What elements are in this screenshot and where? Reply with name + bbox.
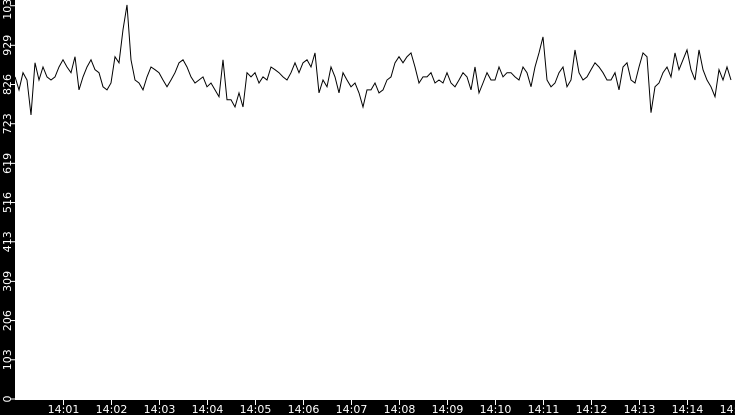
x-tick-label: 14:09 bbox=[432, 403, 464, 415]
y-tick-label: 413 bbox=[1, 231, 14, 252]
x-tick-label: 14:01 bbox=[48, 403, 80, 415]
plot-area bbox=[15, 0, 735, 400]
x-tick-label: 14:10 bbox=[480, 403, 512, 415]
y-tick-label: 516 bbox=[1, 192, 14, 213]
y-tick-label: 103 bbox=[1, 349, 14, 370]
series-group bbox=[14, 4, 732, 116]
y-tick-label: 0 bbox=[1, 396, 14, 403]
x-tick-label: 14:07 bbox=[336, 403, 368, 415]
x-axis: 14:01 14:02 14:03 14:04 14:05 14:06 14:07 14:08… bbox=[48, 400, 735, 415]
y-tick-label: 619 bbox=[1, 153, 14, 174]
x-tick-label: 14:14 bbox=[672, 403, 704, 415]
y-tick-label: 929 bbox=[1, 35, 14, 56]
x-tick-label: 14:03 bbox=[144, 403, 176, 415]
x-tick-label: 14:15 bbox=[720, 403, 735, 415]
x-tick-label: 14:04 bbox=[192, 403, 224, 415]
x-tick-label: 14:11 bbox=[528, 403, 560, 415]
y-tick-label: 309 bbox=[1, 271, 14, 292]
x-tick-label: 14:05 bbox=[240, 403, 272, 415]
x-tick-label: 14:08 bbox=[384, 403, 416, 415]
y-tick-label: 206 bbox=[1, 310, 14, 331]
x-tick-label: 14:06 bbox=[288, 403, 320, 415]
x-tick-label: 14:02 bbox=[96, 403, 128, 415]
y-tick-label: 723 bbox=[1, 113, 14, 134]
y-axis: 0 103 206 309 413 516 619 723 826 929 1033 bbox=[1, 0, 15, 403]
y-tick-label: 1033 bbox=[1, 0, 14, 20]
x-tick-label: 14:12 bbox=[576, 403, 608, 415]
x-tick-label: 14:13 bbox=[624, 403, 656, 415]
y-tick-label: 826 bbox=[1, 74, 14, 95]
series-line bbox=[14, 4, 732, 116]
